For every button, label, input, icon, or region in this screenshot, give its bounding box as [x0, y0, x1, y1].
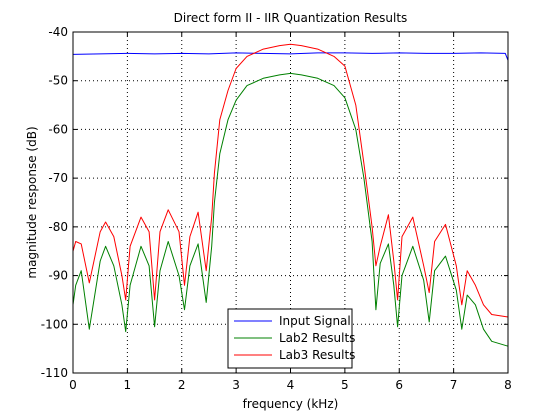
y-tick-label: -60 [48, 122, 68, 136]
x-tick-label: 8 [504, 378, 512, 392]
y-tick-label: -90 [48, 269, 68, 283]
y-tick-label: -100 [41, 317, 68, 331]
x-tick-label: 3 [232, 378, 240, 392]
y-tick-label: -50 [48, 74, 68, 88]
x-axis-label: frequency (kHz) [243, 397, 339, 411]
y-tick-label: -80 [48, 220, 68, 234]
x-tick-label: 2 [178, 378, 186, 392]
y-tick-label: -70 [48, 171, 68, 185]
x-tick-label: 1 [124, 378, 132, 392]
legend-label-3: Lab3 Results [279, 348, 355, 362]
legend-label-1: Input Signal [279, 314, 351, 328]
y-tick-label: -110 [41, 366, 68, 380]
legend-label-2: Lab2 Results [279, 331, 355, 345]
y-tick-label: -40 [48, 25, 68, 39]
x-tick-label: 6 [395, 378, 403, 392]
chart-title: Direct form II - IIR Quantization Result… [174, 11, 408, 25]
legend: Input Signal Lab2 Results Lab3 Results [228, 309, 355, 368]
x-tick-label: 4 [287, 378, 295, 392]
x-tick-label: 5 [341, 378, 349, 392]
x-tick-label: 0 [69, 378, 77, 392]
x-tick-label: 7 [450, 378, 458, 392]
y-axis-label: magnitude response (dB) [25, 126, 39, 278]
